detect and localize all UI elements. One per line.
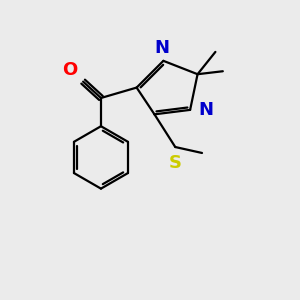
Text: N: N bbox=[154, 39, 169, 57]
Text: S: S bbox=[169, 154, 182, 172]
Text: N: N bbox=[198, 101, 213, 119]
Text: O: O bbox=[62, 61, 78, 79]
